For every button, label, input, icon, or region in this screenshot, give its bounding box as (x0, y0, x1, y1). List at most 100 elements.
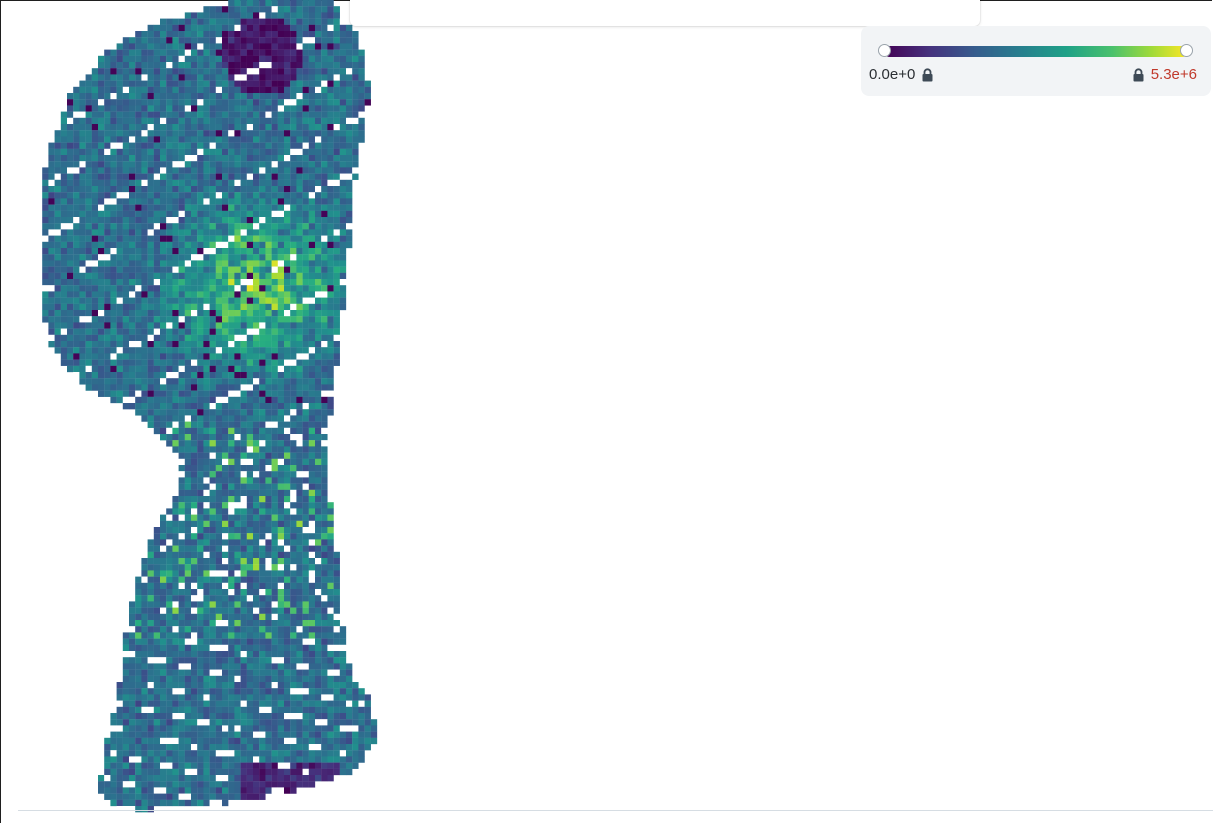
heatmap-cell (191, 576, 198, 583)
heatmap-cell (265, 446, 272, 453)
heatmap-cell (358, 105, 365, 112)
heatmap-cell (197, 117, 204, 125)
heatmap-cell (358, 706, 365, 714)
heatmap-cell (172, 421, 179, 428)
heatmap-cell (178, 198, 185, 205)
heatmap-cell (277, 266, 285, 273)
heatmap-cell (197, 390, 204, 397)
heatmap-cell (73, 285, 80, 292)
heatmap-cell (91, 229, 99, 236)
heatmap-cell (228, 682, 235, 689)
heatmap-cell (141, 713, 148, 720)
heatmap-cell (308, 260, 316, 267)
heatmap-cell (166, 551, 173, 559)
heatmap-cell (184, 607, 192, 614)
heatmap-cell (290, 601, 297, 608)
heatmap-cell (321, 421, 328, 428)
heatmap-cell (277, 99, 285, 106)
heatmap-cell (191, 378, 198, 385)
heatmap-cell (85, 372, 92, 379)
heatmap-cell (290, 539, 297, 546)
heatmap-cell (209, 496, 216, 503)
heatmap-cell (141, 700, 148, 707)
heatmap-cell (222, 446, 229, 453)
heatmap-cell (246, 62, 254, 69)
heatmap-cell (166, 644, 173, 652)
heatmap-cell (327, 266, 334, 273)
heatmap-cell (104, 130, 111, 137)
heatmap-cell (296, 334, 303, 342)
heatmap-cell (166, 161, 173, 168)
heatmap-cell (160, 105, 167, 112)
heatmap-cell (265, 241, 272, 249)
heatmap-cell (215, 341, 223, 348)
heatmap-cell (321, 520, 328, 528)
heatmap-cell (222, 322, 229, 329)
heatmap-cell (191, 68, 198, 75)
heatmap-cell (308, 310, 316, 317)
heatmap-cell (333, 744, 340, 751)
heatmap-cell (153, 136, 161, 143)
heatmap-cell (54, 322, 61, 329)
heatmap-cell (296, 669, 303, 676)
heatmap-cell (321, 241, 328, 249)
heatmap-cell (166, 564, 173, 571)
heatmap-cell (153, 558, 161, 565)
heatmap-cell (253, 483, 260, 490)
heatmap-cell (234, 117, 241, 125)
heatmap-cell (191, 601, 198, 608)
heatmap-cell (271, 384, 278, 391)
heatmap-cell (352, 105, 359, 112)
heatmap-cell (147, 539, 154, 546)
heatmap-cell (91, 260, 99, 267)
heatmap-cell (228, 291, 235, 298)
heatmap-cell (265, 589, 272, 596)
heatmap-cell (79, 291, 86, 298)
heatmap-cell (296, 731, 303, 738)
heatmap-cell (73, 272, 80, 280)
heatmap-cell (178, 303, 185, 311)
heatmap-cell (184, 179, 192, 187)
heatmap-cell (85, 266, 92, 273)
heatmap-cell (308, 6, 316, 13)
heatmap-cell (333, 49, 340, 56)
heatmap-cell (333, 105, 340, 112)
heatmap-cell (135, 409, 142, 416)
heatmap-cell (172, 719, 179, 726)
heatmap-cell (253, 31, 260, 38)
heatmap-cell (215, 768, 223, 776)
heatmap-cell (290, 173, 297, 180)
heatmap-cell (333, 762, 340, 769)
heatmap-cell (339, 266, 347, 273)
heatmap-cell (116, 396, 123, 404)
heatmap-cell (166, 700, 173, 707)
heatmap-cell (116, 117, 123, 125)
heatmap-cell (110, 291, 117, 298)
heatmap-cell (153, 682, 161, 689)
heatmap-cell (203, 700, 210, 707)
heatmap-cell (141, 756, 148, 763)
heatmap-cell (209, 713, 216, 720)
heatmap-cell (228, 155, 235, 162)
heatmap-cell (110, 303, 117, 311)
heatmap-cell (135, 130, 142, 137)
heatmap-cell (129, 359, 136, 366)
heatmap-cell (333, 688, 340, 695)
heatmap-cell (215, 539, 223, 546)
heatmap-cell (315, 359, 322, 366)
heatmap-cell (321, 595, 328, 602)
heatmap-cell (67, 173, 74, 180)
heatmap-cell (265, 632, 272, 639)
heatmap-cell (73, 248, 80, 255)
heatmap-cell (234, 675, 241, 683)
heatmap-cell (290, 564, 297, 571)
heatmap-cell (166, 427, 173, 435)
heatmap-cell (333, 725, 340, 732)
heatmap-cell (122, 353, 130, 360)
heatmap-cell (215, 353, 223, 360)
heatmap-cell (135, 737, 142, 745)
heatmap-cell (296, 682, 303, 689)
heatmap-cell (209, 62, 216, 69)
heatmap-cell (172, 582, 179, 590)
